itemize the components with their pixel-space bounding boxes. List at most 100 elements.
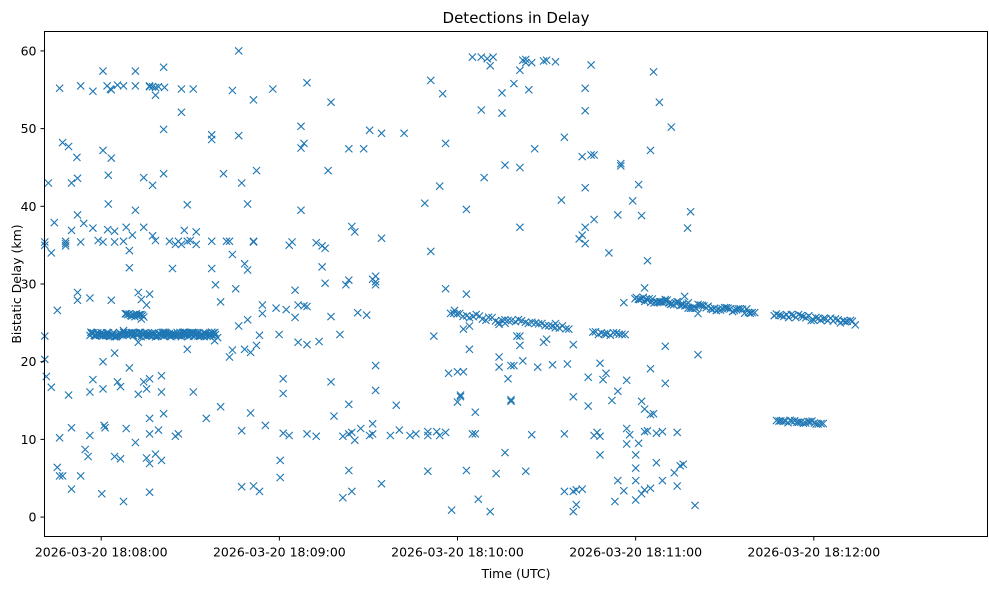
x-tick-label: 2026-03-20 18:08:00 bbox=[35, 545, 168, 560]
data-point bbox=[168, 264, 177, 273]
data-point bbox=[177, 108, 186, 117]
data-point bbox=[99, 67, 107, 76]
data-point bbox=[600, 329, 609, 338]
data-point bbox=[107, 154, 116, 163]
data-point bbox=[533, 363, 542, 372]
data-point bbox=[275, 330, 284, 339]
data-point bbox=[648, 295, 657, 303]
data-point bbox=[237, 482, 246, 491]
data-point bbox=[593, 428, 602, 437]
data-point bbox=[607, 396, 616, 405]
data-point bbox=[347, 222, 356, 231]
data-point bbox=[643, 426, 652, 435]
data-point bbox=[240, 345, 249, 354]
data-point bbox=[139, 377, 148, 386]
data-point bbox=[347, 428, 356, 437]
data-point bbox=[646, 484, 655, 493]
data-point bbox=[524, 85, 533, 94]
data-point bbox=[590, 151, 599, 159]
data-point bbox=[243, 266, 252, 274]
data-point bbox=[504, 316, 513, 325]
data-point bbox=[453, 367, 462, 376]
data-point bbox=[484, 313, 493, 322]
axis-ticks: 0 10 20 30 40 50 60 2026-03-20 18:08:00 2026-03-… bbox=[21, 43, 881, 559]
data-point bbox=[560, 429, 569, 438]
data-point bbox=[159, 409, 168, 418]
data-point bbox=[344, 400, 353, 409]
data-point bbox=[207, 135, 216, 144]
data-point bbox=[581, 84, 590, 93]
data-point bbox=[294, 338, 303, 347]
data-point bbox=[637, 397, 646, 406]
data-point bbox=[578, 485, 587, 494]
data-point bbox=[423, 427, 432, 436]
data-point bbox=[631, 496, 640, 504]
data-point bbox=[177, 240, 186, 249]
data-point bbox=[521, 58, 530, 67]
data-point bbox=[744, 308, 753, 317]
data-point bbox=[151, 83, 160, 92]
data-point bbox=[628, 196, 637, 205]
data-point bbox=[787, 417, 796, 426]
data-point bbox=[799, 419, 808, 428]
data-point bbox=[534, 319, 543, 328]
data-point bbox=[159, 125, 168, 134]
data-point bbox=[621, 330, 630, 339]
data-point bbox=[300, 139, 308, 148]
data-point bbox=[131, 67, 140, 76]
data-point bbox=[209, 329, 218, 338]
data-point bbox=[73, 174, 82, 183]
data-point bbox=[495, 363, 504, 372]
data-point bbox=[811, 313, 820, 322]
data-point bbox=[465, 322, 474, 330]
data-point bbox=[58, 471, 67, 480]
data-point bbox=[303, 340, 311, 349]
data-point bbox=[44, 179, 53, 187]
data-point bbox=[119, 237, 128, 246]
data-point bbox=[371, 280, 380, 289]
data-point bbox=[564, 325, 573, 334]
data-point bbox=[258, 309, 267, 318]
data-point bbox=[851, 320, 860, 329]
data-point bbox=[104, 200, 113, 208]
data-point bbox=[724, 304, 733, 313]
data-point bbox=[207, 264, 216, 273]
data-point bbox=[587, 151, 596, 159]
data-point bbox=[88, 87, 97, 96]
data-point bbox=[501, 448, 509, 457]
data-point bbox=[330, 412, 338, 421]
data-point bbox=[474, 495, 483, 504]
data-point bbox=[61, 237, 70, 246]
data-point bbox=[441, 428, 450, 437]
data-point bbox=[47, 383, 56, 392]
data-point bbox=[471, 408, 480, 417]
data-point bbox=[530, 144, 539, 153]
y-tick-label: 30 bbox=[21, 277, 37, 292]
data-point bbox=[581, 183, 590, 192]
data-point bbox=[377, 234, 386, 243]
data-point bbox=[569, 340, 578, 349]
data-point bbox=[527, 58, 536, 67]
data-point bbox=[225, 353, 234, 361]
data-point bbox=[103, 225, 112, 234]
data-point bbox=[159, 63, 168, 72]
data-point bbox=[344, 276, 353, 285]
data-point bbox=[135, 310, 144, 319]
data-point bbox=[99, 357, 107, 366]
data-point bbox=[243, 200, 252, 208]
data-point bbox=[386, 431, 395, 440]
data-point bbox=[807, 316, 816, 325]
data-point bbox=[282, 305, 291, 314]
data-point bbox=[569, 392, 578, 401]
data-point bbox=[142, 454, 151, 462]
data-point bbox=[581, 239, 590, 248]
data-point bbox=[131, 206, 140, 215]
data-point bbox=[142, 301, 151, 309]
data-point bbox=[139, 313, 148, 321]
data-point bbox=[578, 152, 587, 161]
data-point bbox=[670, 468, 679, 477]
data-point bbox=[231, 284, 240, 293]
data-point bbox=[139, 173, 148, 182]
data-point bbox=[613, 210, 622, 219]
